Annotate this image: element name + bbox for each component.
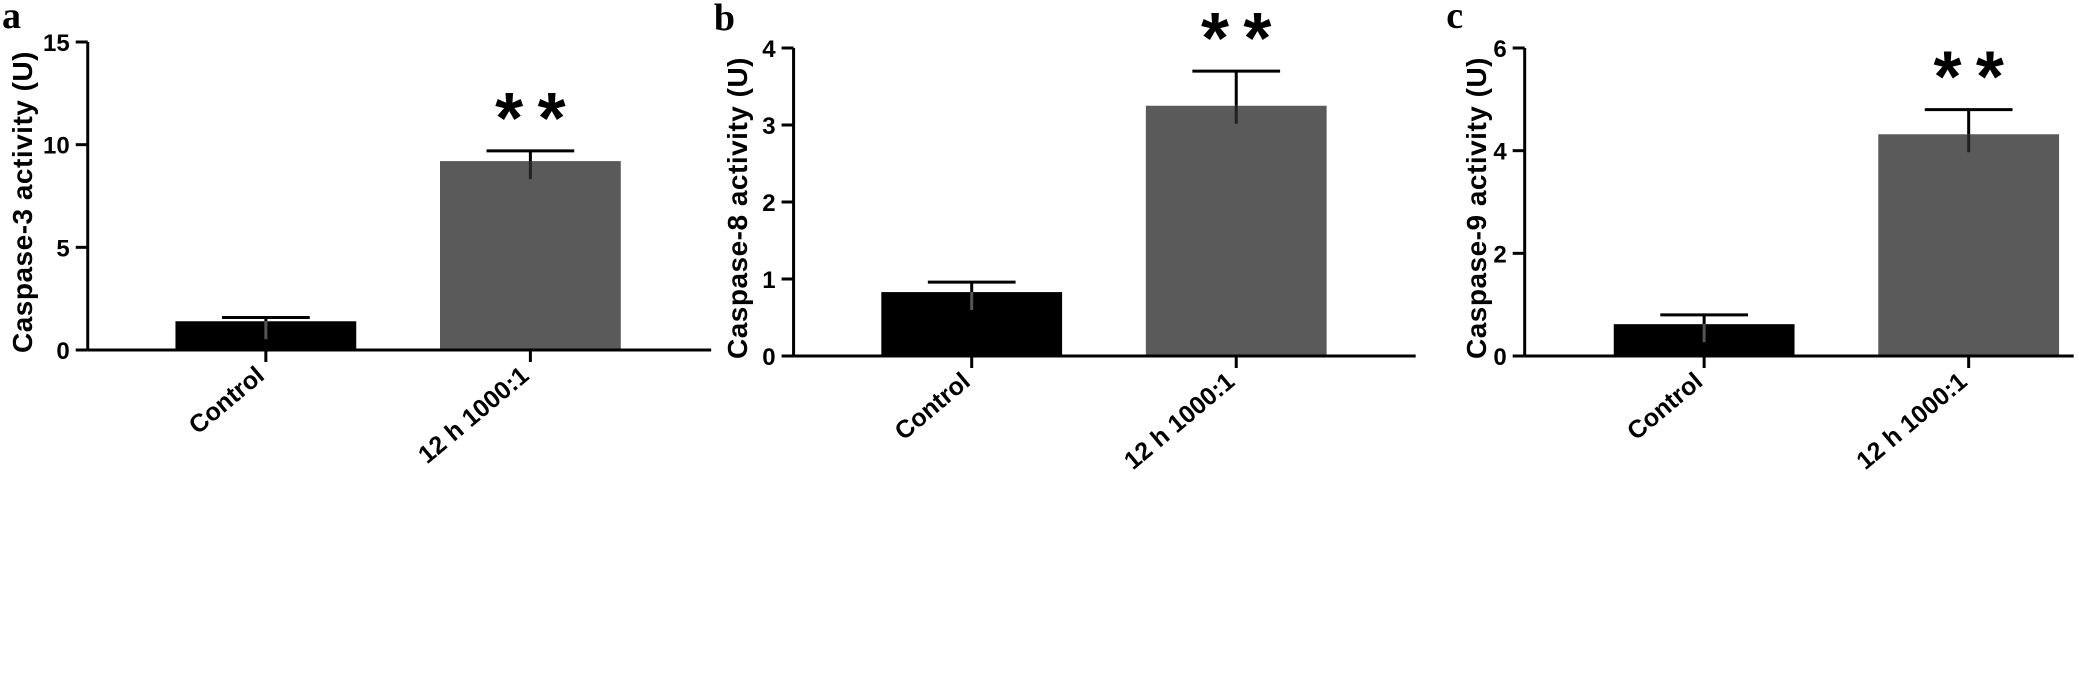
y-axis-title: Caspase-8 activity (U) <box>722 57 753 359</box>
category-label: Control <box>889 367 975 446</box>
y-tick-label: 3 <box>762 113 775 140</box>
y-tick-label: 5 <box>56 235 69 262</box>
significance-mark: * * <box>1201 0 1271 79</box>
y-tick-label: 2 <box>762 190 775 217</box>
y-tick-label: 2 <box>1493 241 1506 268</box>
bar-treated <box>439 161 621 350</box>
category-label: 12 h 1000:1 <box>1851 367 1972 475</box>
y-tick-label: 15 <box>43 30 70 57</box>
panel-letter: c <box>1446 0 1463 37</box>
y-tick-label: 4 <box>1493 139 1507 166</box>
y-tick-label: 0 <box>762 344 775 371</box>
bar-treated <box>1145 105 1327 356</box>
y-tick-label: 1 <box>762 267 775 294</box>
y-tick-label: 10 <box>43 133 70 160</box>
category-label: Control <box>184 361 270 440</box>
y-axis-title: Caspase-3 activity (U) <box>7 51 38 353</box>
significance-mark: * * <box>1933 38 2003 118</box>
panel-letter: b <box>714 0 735 39</box>
panel-letter: a <box>2 0 21 37</box>
bar-treated <box>1878 134 2060 356</box>
significance-mark: * * <box>495 79 565 159</box>
y-tick-label: 0 <box>1493 344 1506 371</box>
y-axis-title: Caspase-9 activity (U) <box>1461 57 1492 359</box>
chart-panel-b: b Control * * 12 h 1000:1 0 1 2 3 4 Caspase-8 act… <box>714 0 1416 475</box>
y-tick-label: 0 <box>56 338 69 365</box>
y-tick-label: 4 <box>762 36 776 63</box>
category-label: 12 h 1000:1 <box>1119 367 1240 475</box>
category-label: Control <box>1622 367 1708 446</box>
y-tick-label: 6 <box>1493 36 1506 63</box>
category-label: 12 h 1000:1 <box>413 361 534 469</box>
